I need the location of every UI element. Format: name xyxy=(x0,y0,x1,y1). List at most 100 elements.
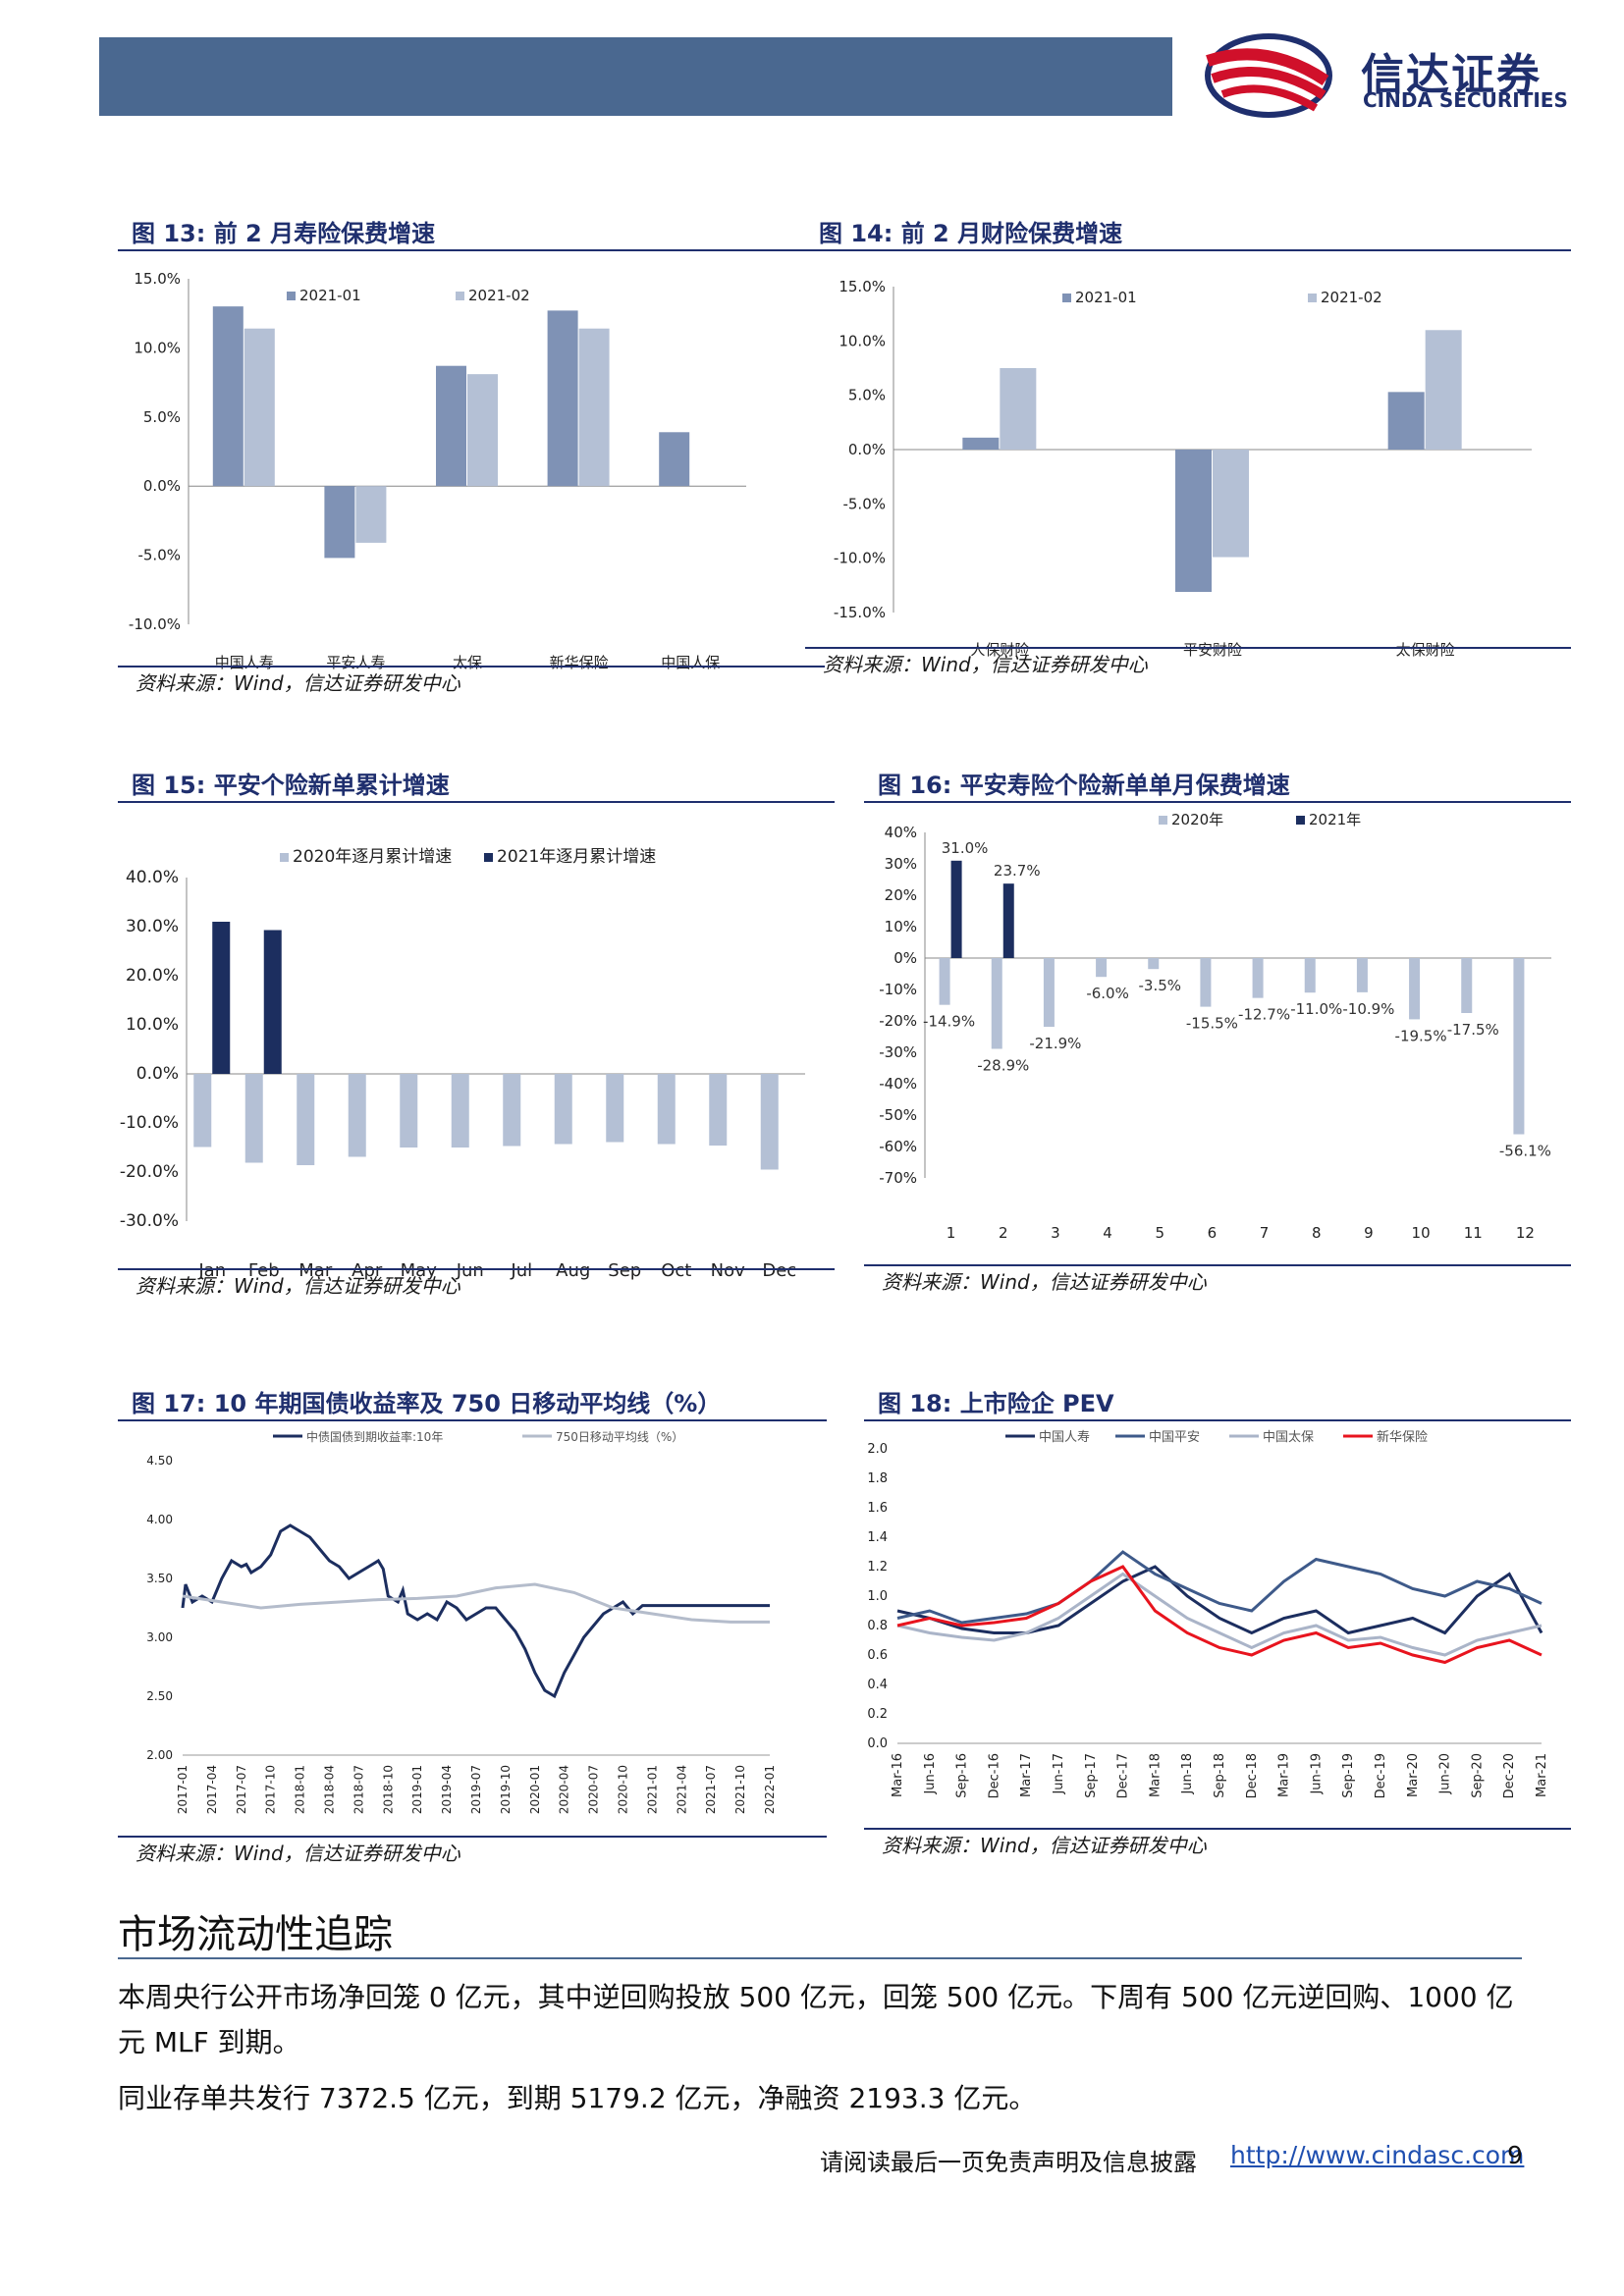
series-line xyxy=(896,1565,1543,1665)
section-rule xyxy=(118,1957,1522,1959)
bar xyxy=(244,1074,263,1163)
series-line xyxy=(181,1523,770,1699)
legend-swatch xyxy=(1296,816,1305,825)
legend-swatch xyxy=(280,853,289,862)
x-tick-label: Mar-16 xyxy=(891,1753,905,1797)
chart-fig16: 40% 30% 20% 10% 0% -10% -20% -30% -40% -50% -60% -7… xyxy=(879,811,1551,1242)
bar xyxy=(950,860,962,958)
x-tick-label: 2017-10 xyxy=(264,1765,278,1814)
x-tick-label: Mar-20 xyxy=(1406,1753,1421,1797)
brand-name-cn: 信达证券 xyxy=(1361,50,1542,100)
x-tick-label: 2017-01 xyxy=(176,1765,189,1814)
cinda-logo-mark xyxy=(1205,33,1332,118)
bar xyxy=(962,437,1000,450)
bar xyxy=(1425,330,1462,450)
legend-label: 2020年逐月累计增速 xyxy=(293,847,452,867)
footer-website-link[interactable]: http://www.cindasc.com xyxy=(1230,2141,1525,2169)
y-tick-label: 20.0% xyxy=(126,966,179,986)
figure-source: 资料来源：Wind，信达证券研发中心 xyxy=(882,1834,1207,1857)
figure-title: 图 15: 平安个险新单累计增速 xyxy=(132,772,450,799)
y-tick-label: 2.00 xyxy=(146,1748,173,1762)
section-title: 市场流动性追踪 xyxy=(118,1912,393,1957)
x-category-label: 10 xyxy=(1412,1224,1431,1242)
x-tick-label: 2020-04 xyxy=(558,1765,571,1814)
figure-13: 图 13: 前 2 月寿险保费增速 15.0% 10.0% 5.0% 0.0% -5.0… xyxy=(118,214,825,695)
y-tick-label: 30% xyxy=(885,855,917,873)
bar xyxy=(503,1074,521,1147)
x-category-label: Dec xyxy=(762,1260,796,1281)
x-tick-label: 2021-07 xyxy=(704,1765,718,1814)
x-tick-label: Mar-19 xyxy=(1277,1753,1292,1797)
page-number: 9 xyxy=(1507,2141,1523,2169)
bar xyxy=(1356,958,1368,992)
title-rule xyxy=(118,249,825,251)
y-tick-label: 1.0 xyxy=(867,1589,888,1604)
x-tick-label: Jun-18 xyxy=(1180,1753,1195,1795)
y-tick-label: 4.50 xyxy=(146,1454,173,1468)
data-label: -3.5% xyxy=(1138,977,1181,994)
bar xyxy=(1096,958,1108,978)
y-tick-label: -20% xyxy=(879,1012,917,1030)
x-tick-label: 2018-07 xyxy=(352,1765,365,1814)
figure-15: 图 15: 平安个险新单累计增速 40.0% 30.0% 20.0% 10.0% 0.0… xyxy=(118,766,835,1315)
legend-label: 750日移动平均线（%） xyxy=(556,1430,683,1444)
bar xyxy=(1387,392,1425,450)
legend-label: 中债国债到期收益率:10年 xyxy=(306,1429,443,1444)
x-tick-label: 2018-01 xyxy=(294,1765,307,1814)
figure-source: 资料来源：Wind，信达证券研发中心 xyxy=(135,1842,460,1865)
x-tick-label: 2021-10 xyxy=(733,1765,747,1814)
legend-swatch xyxy=(1159,816,1167,825)
series-line xyxy=(896,1565,1543,1635)
bar xyxy=(1000,368,1037,450)
bar xyxy=(659,432,690,487)
data-label: -10.9% xyxy=(1342,1000,1394,1018)
x-category-label: 8 xyxy=(1312,1224,1322,1242)
bar xyxy=(451,1074,469,1148)
bar xyxy=(400,1074,418,1148)
bar xyxy=(263,930,282,1074)
figure-source: 资料来源：Wind，信达证券研发中心 xyxy=(823,653,1148,676)
bar xyxy=(1200,958,1212,1007)
x-tick-label: 2017-04 xyxy=(205,1765,219,1814)
x-tick-label: Jun-19 xyxy=(1309,1753,1324,1795)
y-tick-label: 4.00 xyxy=(146,1513,173,1526)
y-tick-label: -20.0% xyxy=(120,1162,179,1182)
legend-swatch xyxy=(1308,294,1317,302)
figure-source: 资料来源：Wind，信达证券研发中心 xyxy=(135,671,460,695)
x-tick-label: Dec-16 xyxy=(987,1753,1001,1798)
bar xyxy=(1043,958,1055,1028)
y-tick-label: -10.0% xyxy=(129,615,181,633)
legend-label: 中国太保 xyxy=(1263,1430,1314,1445)
paragraph: 同业存单共发行 7372.5 亿元，到期 5179.2 亿元，净融资 2193.… xyxy=(118,2082,1037,2114)
x-tick-label: 2017-07 xyxy=(235,1765,248,1814)
x-category-label: 9 xyxy=(1364,1224,1374,1242)
y-tick-label: -5.0% xyxy=(842,495,886,512)
x-category-label: 7 xyxy=(1260,1224,1270,1242)
x-category-label: Mar xyxy=(298,1260,333,1281)
bar xyxy=(939,958,950,1005)
bar xyxy=(1175,450,1212,592)
figure-16: 图 16: 平安寿险个险新单单月保费增速 40% 30% 20% 10% 0% -10% -… xyxy=(864,766,1571,1315)
data-label: -14.9% xyxy=(923,1013,975,1031)
x-tick-label: 2018-04 xyxy=(323,1765,337,1814)
x-tick-label: Sep-17 xyxy=(1084,1753,1099,1798)
x-tick-label: Mar-21 xyxy=(1535,1753,1549,1797)
bar xyxy=(1213,450,1249,558)
x-category-label: Oct xyxy=(661,1260,691,1281)
legend-label: 2021年逐月累计增速 xyxy=(497,847,656,867)
x-tick-label: Mar-18 xyxy=(1148,1753,1163,1797)
x-category-label: Aug xyxy=(556,1260,590,1281)
x-tick-label: 2020-07 xyxy=(587,1765,601,1814)
bar xyxy=(1461,958,1473,1013)
y-tick-label: 40% xyxy=(885,824,917,841)
y-tick-label: -70% xyxy=(879,1169,917,1187)
bar xyxy=(1002,883,1014,958)
chart-fig13: 15.0%10.0%5.0%0.0%-5.0%-10.0%中国人寿 平安人寿 太保新… xyxy=(129,270,746,671)
x-category-label: 3 xyxy=(1051,1224,1060,1242)
legend-swatch xyxy=(484,853,493,862)
y-tick-label: -10.0% xyxy=(120,1113,179,1133)
y-tick-label: 0.8 xyxy=(867,1619,888,1633)
bottom-rule xyxy=(864,1264,1571,1266)
y-tick-label: -10.0% xyxy=(834,550,886,567)
